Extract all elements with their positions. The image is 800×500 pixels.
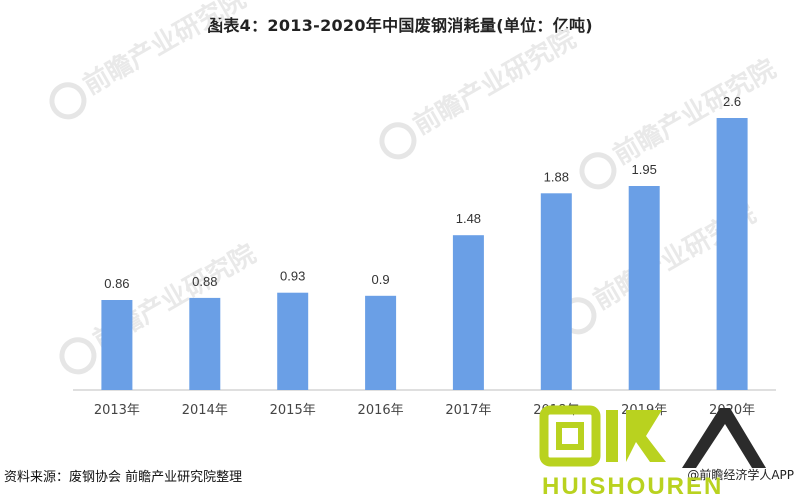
x-tick-label-5: 2018年 [533, 403, 579, 418]
x-tick-label-1: 2014年 [182, 403, 228, 418]
brand-watermark-4: 前瞻产业研究院 [579, 53, 781, 190]
x-tick-label-2: 2015年 [270, 403, 316, 418]
bar-6 [628, 186, 660, 390]
x-tick-label-4: 2017年 [445, 403, 491, 418]
bar-7 [716, 118, 748, 390]
x-tick-labels-group: 2013年 2014年 2015年 2016年 2017年 2018年 2019年 2020年 [94, 403, 755, 418]
chart-title: 图表4：2013-2020年中国废钢消耗量(单位：亿吨) [207, 16, 593, 35]
value-label-2: 0.93 [280, 269, 305, 284]
brand-watermark-0: 前瞻产业研究院 [49, 0, 251, 120]
x-tick-label-7: 2020年 [709, 403, 755, 418]
svg-text:前瞻产业研究院: 前瞻产业研究院 [608, 53, 781, 171]
app-badge: @前瞻经济学人APP [687, 468, 794, 482]
svg-text:前瞻产业研究院: 前瞻产业研究院 [408, 23, 581, 141]
bar-3 [365, 295, 397, 390]
bar-5 [540, 193, 572, 390]
x-tick-label-3: 2016年 [358, 403, 404, 418]
value-label-1: 0.88 [192, 274, 217, 289]
brand-watermark-2: 前瞻产业研究院 [59, 238, 261, 375]
source-note: 资料来源：废钢协会 前瞻产业研究院整理 [4, 470, 243, 485]
value-label-7: 2.6 [723, 94, 741, 109]
value-label-5: 1.88 [544, 169, 569, 184]
x-tick-label-6: 2019年 [621, 403, 667, 418]
value-label-6: 1.95 [632, 162, 657, 177]
value-label-3: 0.9 [372, 272, 390, 287]
bars-group [101, 118, 748, 390]
x-tick-label-0: 2013年 [94, 403, 140, 418]
bar-4 [452, 235, 484, 390]
svg-text:前瞻产业研究院: 前瞻产业研究院 [78, 0, 251, 101]
bar-0 [101, 300, 133, 390]
value-labels-group: 0.86 0.88 0.93 0.9 1.48 1.88 1.95 2.6 [104, 94, 741, 291]
value-label-0: 0.86 [104, 276, 129, 291]
bar-2 [277, 292, 309, 390]
value-label-4: 1.48 [456, 211, 481, 226]
bar-1 [189, 297, 221, 390]
brand-watermark-1: 前瞻产业研究院 [379, 23, 581, 160]
